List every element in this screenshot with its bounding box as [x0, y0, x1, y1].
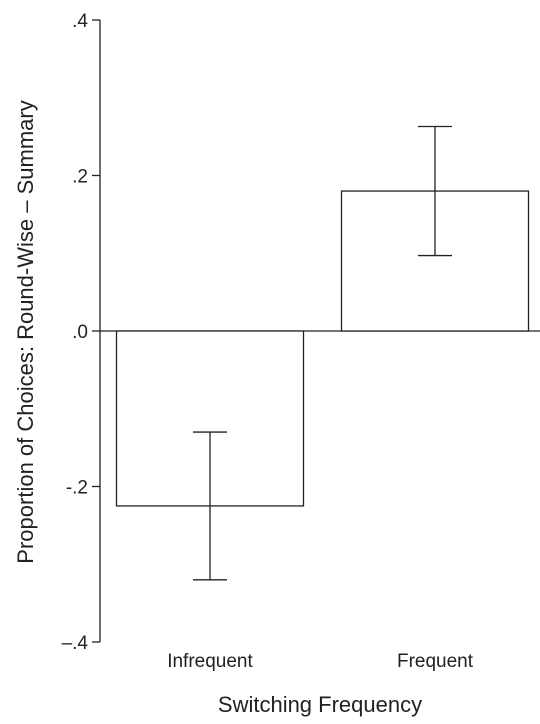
category-label: Infrequent	[167, 651, 253, 672]
y-tick-label: -.2	[66, 478, 88, 499]
x-axis-title: Switching Frequency	[218, 692, 422, 717]
y-tick-label: .2	[72, 167, 88, 188]
y-tick-label: –.4	[62, 633, 89, 654]
y-tick-label: .4	[72, 11, 88, 32]
bars	[115, 190, 530, 507]
y-tick-label: .0	[72, 322, 88, 343]
error-bars	[193, 125, 452, 581]
category-label: Frequent	[397, 651, 474, 672]
y-ticks: –.4 -.2 .0 .2 .4	[62, 11, 100, 654]
category-labels: Infrequent Frequent	[167, 651, 474, 672]
y-axis-title: Proportion of Choices: Round-Wise – Summ…	[13, 100, 38, 563]
